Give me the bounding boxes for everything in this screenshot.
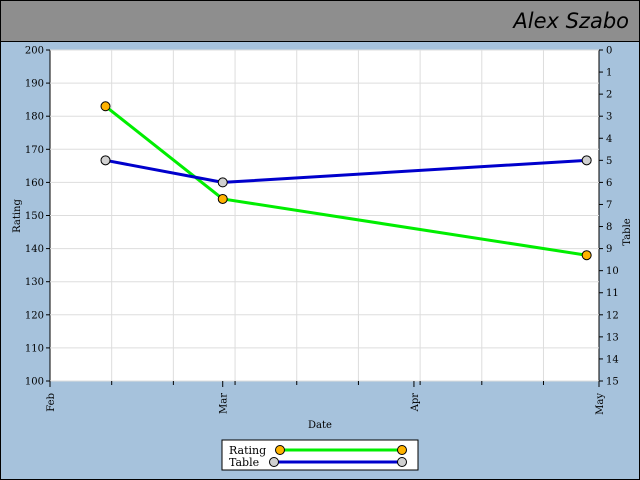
y-tick-label: 160 bbox=[25, 178, 44, 189]
series-layer bbox=[100, 101, 592, 261]
y-tick-label: 130 bbox=[25, 277, 44, 288]
y2-tick-label: 15 bbox=[606, 377, 619, 388]
header-bar: Alex Szabo bbox=[1, 1, 639, 42]
y2-tick-label: 8 bbox=[606, 222, 612, 233]
y2-tick-label: 14 bbox=[606, 354, 619, 365]
y2-tick-label: 11 bbox=[606, 288, 619, 299]
legend-marker-table-end bbox=[397, 457, 407, 467]
y2-tick-label: 3 bbox=[606, 112, 612, 123]
y-tick-label: 180 bbox=[25, 112, 44, 123]
y-tick-label: 140 bbox=[25, 244, 44, 255]
data-point-rating bbox=[100, 101, 111, 112]
y-tick-label: 200 bbox=[25, 46, 44, 57]
y-axis-title: Rating bbox=[12, 199, 23, 233]
legend-label-table: Table bbox=[229, 456, 259, 469]
header-title: Alex Szabo bbox=[513, 9, 629, 33]
y2-tick-label: 1 bbox=[606, 68, 612, 79]
y2-tick-label: 6 bbox=[606, 178, 612, 189]
data-point-table bbox=[581, 155, 592, 166]
y-tick-label: 170 bbox=[25, 145, 44, 156]
y-tick-label: 190 bbox=[25, 79, 44, 90]
y2-tick-label: 7 bbox=[606, 200, 612, 211]
data-point-table bbox=[100, 155, 111, 166]
x-tick-label: Mar bbox=[219, 393, 230, 414]
legend-marker-rating-end bbox=[397, 445, 407, 455]
x-tick-label: May bbox=[595, 393, 606, 415]
y-tick-label: 150 bbox=[25, 211, 44, 222]
y-tick-label: 110 bbox=[25, 343, 44, 354]
x-axis-title: Date bbox=[308, 420, 332, 431]
y2-tick-label: 10 bbox=[606, 266, 619, 277]
y2-tick-label: 12 bbox=[606, 310, 619, 321]
x-tick-label: Feb bbox=[46, 393, 57, 412]
data-point-rating bbox=[217, 193, 228, 204]
y2-axis-title: Table bbox=[622, 218, 633, 245]
y-tick-label: 120 bbox=[25, 310, 44, 321]
legend: Rating Table bbox=[221, 439, 419, 471]
legend-marker-table-start bbox=[269, 457, 279, 467]
x-tick-label: Apr bbox=[410, 393, 421, 413]
legend-marker-rating-start bbox=[275, 445, 285, 455]
y2-tick-label: 13 bbox=[606, 332, 619, 343]
y2-tick-label: 2 bbox=[606, 90, 612, 101]
grid-lines bbox=[50, 49, 599, 382]
y2-tick-label: 4 bbox=[606, 134, 612, 145]
legend-box bbox=[221, 439, 419, 471]
y-tick-label: 100 bbox=[25, 377, 44, 388]
y2-tick-label: 9 bbox=[606, 244, 612, 255]
legend-label-rating: Rating bbox=[229, 444, 266, 457]
y2-tick-label: 0 bbox=[606, 46, 612, 57]
data-point-table bbox=[217, 177, 228, 188]
y2-tick-label: 5 bbox=[606, 156, 612, 167]
data-point-rating bbox=[581, 250, 592, 261]
